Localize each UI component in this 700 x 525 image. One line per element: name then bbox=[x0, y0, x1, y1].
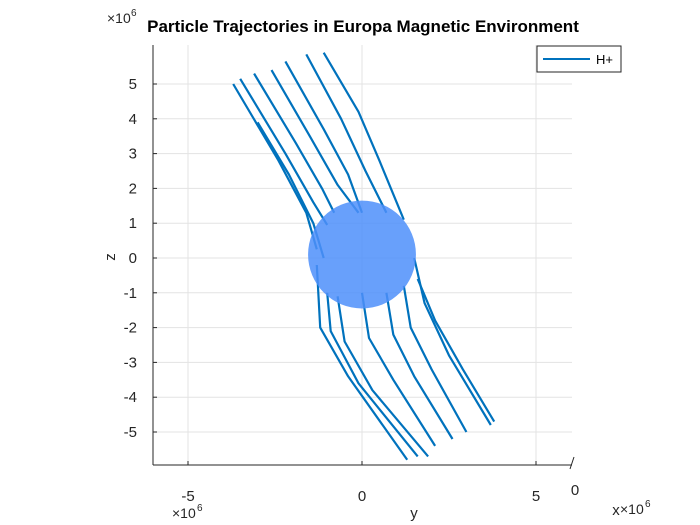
legend-entry-h-plus: H+ bbox=[596, 52, 613, 67]
trajectory-line-1 bbox=[232, 83, 318, 250]
y-tick-label: -4 bbox=[124, 389, 137, 406]
y-tick-label: 2 bbox=[129, 180, 137, 197]
y-tick-label: 5 bbox=[129, 76, 137, 93]
y-tick-label: -5 bbox=[124, 424, 137, 441]
third-axis-exponent-power: 6 bbox=[645, 499, 651, 510]
y-axis-label: z bbox=[102, 253, 119, 261]
trajectory-line-9 bbox=[315, 264, 409, 461]
trajectory-line-16 bbox=[416, 278, 496, 423]
y-tick-label: -1 bbox=[124, 285, 137, 302]
y-exponent-power: 6 bbox=[131, 8, 137, 19]
trajectory-line-13 bbox=[385, 292, 454, 440]
tick-labels: -5 -4 -3 -2 -1 0 1 2 3 4 5 -5 0 5 bbox=[124, 76, 541, 505]
x-exponent-base: ×10 bbox=[172, 505, 196, 521]
trajectory-line-6 bbox=[305, 53, 388, 214]
trajectory-lines bbox=[232, 52, 496, 461]
x-exponent-power: 6 bbox=[197, 503, 203, 514]
trajectory-line-11 bbox=[336, 296, 429, 458]
trajectory-line-5 bbox=[284, 60, 364, 214]
trajectory-line-12 bbox=[360, 292, 437, 447]
axes-lines bbox=[152, 45, 575, 470]
trajectory-line-10 bbox=[326, 292, 419, 458]
x-axis-label: y bbox=[410, 505, 418, 522]
y-tick-label: -3 bbox=[124, 354, 137, 371]
y-tick-label: 1 bbox=[129, 215, 137, 232]
x-tick-label: 5 bbox=[532, 488, 540, 505]
y-tick-label: 4 bbox=[129, 111, 137, 128]
trajectory-line-14 bbox=[402, 285, 468, 433]
third-axis-exponent-label: ×10 6 bbox=[620, 499, 651, 517]
trajectory-line-4 bbox=[270, 69, 360, 214]
y-tick-label: -2 bbox=[124, 320, 137, 337]
y-exponent-base: ×10 bbox=[107, 10, 131, 26]
y-exponent-label: ×10 6 bbox=[107, 8, 137, 26]
y-tick-label: 3 bbox=[129, 146, 137, 163]
y-tick-label: 0 bbox=[129, 250, 137, 267]
x-exponent-label: ×10 6 bbox=[172, 503, 203, 521]
x-tick-label: -5 bbox=[181, 488, 194, 505]
chart-title: Particle Trajectories in Europa Magnetic… bbox=[147, 17, 579, 36]
legend: H+ bbox=[536, 45, 622, 73]
trajectory-line-7 bbox=[322, 52, 405, 221]
trajectory-line-2 bbox=[239, 78, 329, 226]
x-tick-label: 0 bbox=[358, 488, 366, 505]
europa-sphere bbox=[308, 200, 416, 309]
trajectory-line-3 bbox=[253, 73, 336, 214]
third-axis-exponent-base: ×10 bbox=[620, 501, 644, 517]
third-axis-line bbox=[569, 456, 575, 470]
third-axis-tick-label: 0 bbox=[571, 482, 579, 499]
third-axis-label: x bbox=[612, 502, 620, 519]
europa-sphere-disc bbox=[308, 200, 416, 309]
